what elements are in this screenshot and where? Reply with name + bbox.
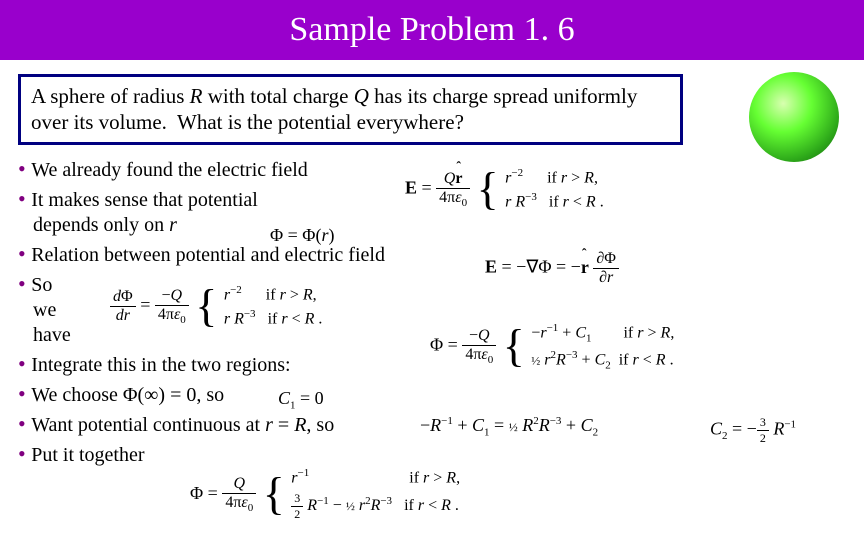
eq-E-field: E = Qr4πε0 { r−2 if r > R, r R−3 if r < … — [405, 165, 604, 214]
eq-phi-integrated: Φ = −Q4πε0 { −r−1 + C1 if r > R, ½ r2R−3… — [430, 320, 674, 373]
eq-phi-of-r: Φ = Φ(r) — [270, 225, 334, 246]
problem-statement-box: A sphere of radius R with total charge Q… — [18, 74, 683, 145]
eq-grad-phi: E = −∇Φ = −r ∂Φ∂r — [485, 250, 619, 287]
sphere-graphic — [749, 72, 839, 162]
list-item: We choose Φ(∞) = 0, so — [18, 380, 864, 408]
eq-C1: C1 = 0 — [278, 388, 324, 412]
eq-C2: C2 = −32 R−1 — [710, 415, 796, 446]
eq-dphi-dr: dΦdr = −Q4πε0 { r−2 if r > R, r R−3 if r… — [110, 282, 322, 331]
problem-text: A sphere of radius R with total charge Q… — [31, 84, 637, 134]
page-title: Sample Problem 1. 6 — [289, 11, 574, 49]
title-bar: Sample Problem 1. 6 — [0, 0, 864, 60]
list-item: Relation between potential and electric … — [18, 240, 864, 268]
eq-continuity: −R−1 + C1 = ½ R2R−3 + C2 — [420, 415, 598, 439]
eq-phi-final: Φ = Q4πε0 { r−1 if r > R, 32 R−1 − ½ r2R… — [190, 465, 460, 524]
